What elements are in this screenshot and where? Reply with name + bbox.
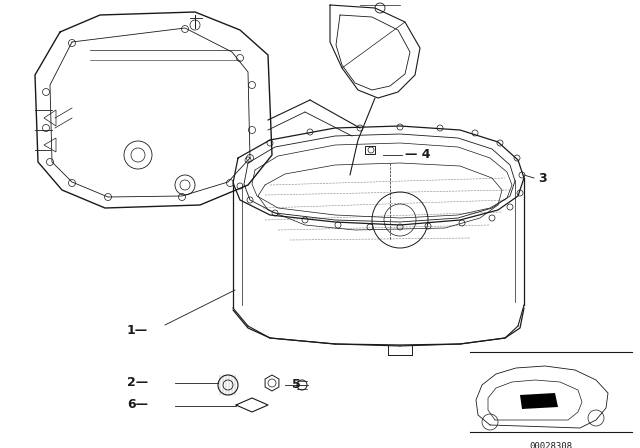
Text: 5: 5 (292, 379, 301, 392)
Text: — 4: — 4 (405, 148, 431, 161)
Text: 00028308: 00028308 (529, 442, 573, 448)
Text: 2—: 2— (127, 376, 148, 389)
Text: 6—: 6— (127, 399, 148, 412)
Text: 1—: 1— (127, 323, 148, 336)
Text: 3: 3 (538, 172, 547, 185)
Polygon shape (520, 393, 558, 409)
